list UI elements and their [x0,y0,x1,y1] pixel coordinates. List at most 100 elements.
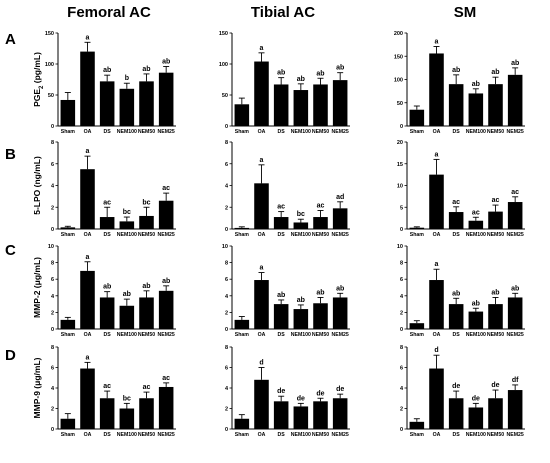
panel-8: 0 2 4 6 8 10 Sham a OA ab DS ab NEM100 ab NEM50 ab NEM25 [397,244,525,338]
panel-10: 0 2 4 6 8 Sham d OA de DS de NEM100 de NEM50 de NEM25 [225,345,350,438]
y-tick-label: 200 [394,31,403,37]
bar-sham [60,418,76,429]
bar-nem100 [293,309,309,329]
bar-nem50 [139,215,154,229]
bar-nem100 [468,220,484,229]
significance-letter: a [86,34,90,41]
y-tick-label: 10 [48,244,54,250]
y-axis-label: 5-LPO (ng/mL) [32,156,42,215]
bar-oa [429,174,444,229]
bar-sham [234,319,250,329]
category-label: OA [84,129,92,135]
category-label: NEM25 [158,432,175,438]
bar-nem100 [468,311,484,329]
significance-letter: a [86,148,90,155]
category-label: DS [278,332,286,338]
category-label: NEM25 [507,332,524,338]
y-tick-label: 8 [51,345,54,351]
significance-letter: ac [511,189,519,196]
significance-letter: ab [491,69,499,76]
significance-letter: ab [297,297,305,304]
y-axis-label: PGE2 (pg/mL) [32,52,45,107]
y-tick-label: 4 [400,294,404,300]
bar-nem100 [293,406,309,429]
bar-ds [99,297,115,329]
bar-nem25 [507,297,523,329]
y-tick-label: 0 [400,427,403,433]
y-tick-label: 10 [397,184,403,190]
category-label: OA [433,332,441,338]
y-tick-label: 150 [394,54,403,60]
bar-nem100 [119,408,135,429]
bar-oa [254,280,269,329]
category-label: NEM50 [487,332,504,338]
bar-ds [273,304,289,329]
bar-sham [234,227,250,229]
significance-letter: de [336,386,344,393]
y-tick-label: 2 [51,205,54,211]
category-label: OA [258,332,266,338]
panel-4: 0 2 4 6 8 Sham a OA ac DS bc NEM100 ac NEM50 ad NEM25 [225,140,350,238]
y-tick-label: 8 [51,140,54,146]
category-label: OA [84,432,92,438]
significance-letter: ab [472,300,480,307]
panel-7: 0 2 4 6 8 10 Sham a OA ab DS ab NEM100 ab NEM50 ab NEM25 [222,244,350,338]
y-tick-label: 6 [400,366,403,372]
category-label: NEM100 [466,332,486,338]
significance-letter: de [472,395,480,402]
bar-ds [448,84,464,126]
bar-nem100 [468,93,484,126]
category-label: NEM100 [291,129,311,135]
bar-oa [80,270,95,329]
category-label: DS [104,432,112,438]
bar-nem25 [158,290,174,329]
category-label: DS [104,232,112,238]
significance-letter: ab [452,290,460,297]
bar-nem50 [488,211,503,229]
category-label: NEM100 [466,432,486,438]
category-label: DS [453,332,461,338]
panel-5: 0 5 10 15 20 Sham a OA ac DS ac NEM100 ac NEM50 ac NEM2… [397,140,525,238]
significance-letter: ab [336,285,344,292]
significance-letter: a [260,265,264,272]
bar-sham [409,421,425,429]
bar-nem50 [313,217,328,229]
bar-ds [448,212,464,229]
bar-nem50 [313,303,328,329]
category-label: Sham [61,129,76,135]
category-label: NEM25 [332,432,349,438]
category-label: NEM100 [117,432,137,438]
category-label: Sham [61,432,76,438]
category-label: Sham [61,332,76,338]
y-tick-label: 50 [48,93,54,99]
bar-nem100 [119,221,135,229]
significance-letter: ab [277,70,285,77]
significance-letter: de [316,390,324,397]
y-tick-label: 0 [400,327,403,333]
bar-nem50 [139,398,154,429]
bar-ds [448,398,464,429]
y-tick-label: 2 [400,407,403,413]
bar-nem25 [332,208,348,229]
bar-oa [429,280,444,329]
y-tick-label: 8 [51,261,54,267]
category-label: DS [453,232,461,238]
category-label: Sham [235,432,250,438]
bar-sham [60,319,76,329]
category-label: DS [104,129,112,135]
row-label-d: D [5,347,16,364]
bar-nem50 [488,84,503,126]
category-label: NEM50 [312,232,329,238]
bar-oa [429,53,444,126]
y-tick-label: 5 [400,205,403,211]
bar-oa [80,368,95,429]
significance-letter: ab [297,76,305,83]
significance-letter: ab [336,65,344,72]
y-tick-label: 6 [51,366,54,372]
category-label: Sham [235,332,250,338]
column-title-sm: SM [454,4,477,21]
y-tick-label: 0 [51,227,54,233]
y-tick-label: 4 [51,386,55,392]
significance-letter: de [491,382,499,389]
